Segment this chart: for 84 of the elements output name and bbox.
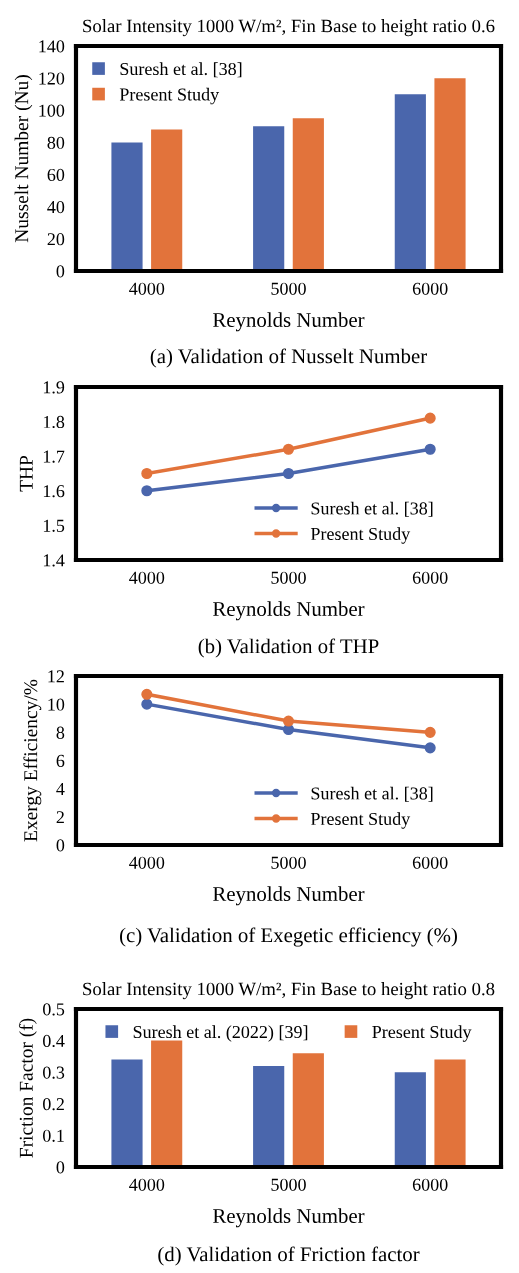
legend-label: Present Study: [310, 812, 411, 829]
chart-title: Solar Intensity 1000 W/m², Fin Base to height ratio 0.8: [83, 982, 495, 1000]
y-axis-title: Exergy Efficiency/%: [23, 679, 42, 842]
bar: [253, 126, 285, 271]
x-axis-title: Reynolds Number: [213, 886, 365, 906]
legend-label: Present Study: [372, 1025, 472, 1042]
y-tick-label: 120: [39, 72, 65, 85]
y-tick-label: 1.9: [43, 381, 65, 394]
y-tick-label: 0.5: [43, 1003, 65, 1016]
legend-label: Suresh et al. (2022) [39]: [133, 1025, 308, 1042]
x-tick-label: 5000: [271, 282, 306, 295]
y-tick-label: 0.3: [43, 1066, 65, 1079]
bar: [394, 1072, 426, 1167]
x-axis-title: Reynolds Number: [213, 312, 365, 332]
point: [282, 443, 295, 455]
y-tick-label: 1.7: [43, 450, 65, 463]
x-tick-label: 6000: [412, 856, 448, 869]
y-tick-label: 0: [56, 839, 65, 852]
y-tick-label: 60: [47, 168, 65, 182]
y-tick-label: 1.4: [43, 554, 65, 567]
bar: [292, 118, 324, 271]
point: [424, 412, 436, 424]
x-tick-label: 4000: [129, 571, 165, 584]
point: [141, 698, 153, 710]
x-tick-label: 5000: [271, 856, 306, 869]
bar: [434, 1059, 466, 1167]
legend-label: Present Study: [310, 527, 411, 544]
legend-label: Suresh et al. [38]: [311, 786, 433, 802]
point: [424, 443, 436, 455]
bar: [394, 94, 426, 271]
point: [424, 742, 436, 754]
y-axis-title: Friction Factor (f): [18, 1018, 37, 1158]
y-tick-label: 0.2: [43, 1098, 64, 1111]
y-tick-label: 80: [47, 136, 65, 149]
point: [424, 726, 436, 738]
point: [141, 485, 153, 497]
y-tick-label: 1.6: [43, 485, 65, 498]
y-tick-label: 0: [56, 1161, 65, 1174]
chart-title: Solar Intensity 1000 W/m², Fin Base to height ratio 0.6: [83, 19, 495, 37]
y-tick-label: 2: [56, 811, 64, 824]
y-tick-label: 6: [56, 754, 65, 767]
bar: [434, 78, 466, 271]
x-tick-label: 5000: [271, 571, 306, 584]
y-axis-title: THP: [19, 455, 33, 492]
x-axis-title: Reynolds Number: [213, 601, 365, 621]
y-tick-label: 10: [48, 698, 65, 711]
point: [282, 467, 295, 480]
x-axis-title: Reynolds Number: [213, 1208, 365, 1228]
x-tick-label: 4000: [129, 1178, 165, 1191]
y-tick-label: 4: [56, 783, 65, 795]
point: [141, 467, 153, 480]
y-tick-label: 140: [39, 40, 65, 53]
x-tick-label: 4000: [129, 856, 165, 869]
point: [282, 715, 295, 727]
y-tick-label: 0: [56, 265, 65, 278]
text: (c) Validation of Exegetic efficiency (%): [120, 927, 457, 947]
x-tick-label: 6000: [412, 282, 448, 295]
text: (d) Validation of Friction factor: [158, 1246, 420, 1266]
y-tick-label: 12: [48, 670, 64, 683]
y-tick-label: 8: [56, 726, 65, 739]
text: (a) Validation of Nusselt Number: [150, 348, 427, 368]
y-tick-label: 0.1: [43, 1129, 64, 1142]
bar: [292, 1053, 324, 1167]
legend-label: Suresh et al. [38]: [311, 501, 433, 517]
bar: [111, 142, 143, 271]
y-tick-label: 40: [47, 200, 65, 214]
bar: [111, 1059, 143, 1167]
text: (b) Validation of THP: [198, 638, 379, 658]
bar: [253, 1065, 285, 1167]
legend-label: Present Study: [119, 87, 220, 105]
x-tick-label: 6000: [412, 1178, 448, 1191]
y-tick-label: 1.5: [43, 519, 65, 532]
bar: [151, 1040, 183, 1167]
x-tick-label: 5000: [271, 1178, 306, 1191]
y-tick-label: 1.8: [43, 415, 65, 429]
x-tick-label: 6000: [412, 571, 448, 584]
y-tick-label: 20: [47, 233, 65, 246]
bar: [151, 129, 183, 271]
x-tick-label: 4000: [129, 282, 165, 295]
y-tick-label: 0.4: [43, 1034, 65, 1048]
y-axis-title: Nusselt Number (Nu): [14, 75, 33, 243]
point: [141, 688, 153, 700]
y-tick-label: 100: [39, 104, 65, 117]
legend-label: Suresh et al. [38]: [120, 62, 242, 78]
